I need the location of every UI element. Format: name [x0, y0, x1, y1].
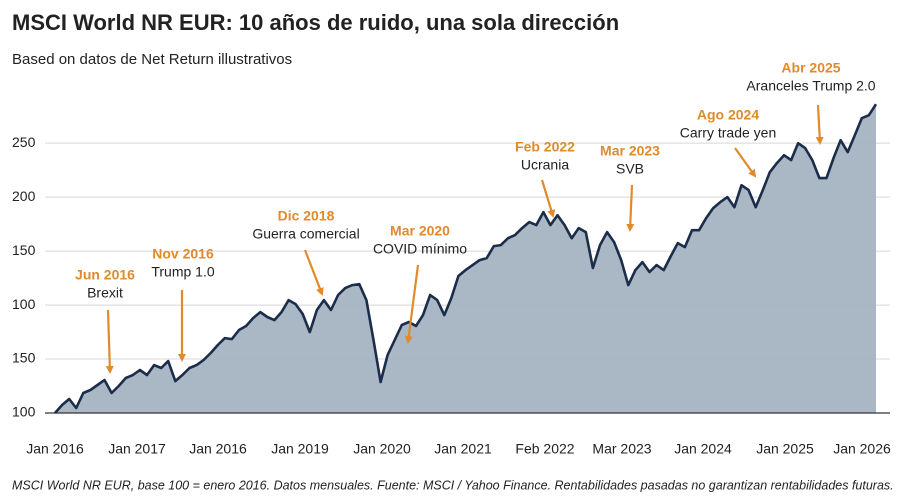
annotation-arrow	[105, 309, 114, 374]
x-tick-label: Jan 2016	[189, 441, 247, 457]
footnote: MSCI World NR EUR, base 100 = enero 2016…	[12, 478, 894, 492]
y-tick-label: 100	[12, 404, 36, 420]
y-tick-label: 200	[12, 188, 36, 204]
x-tick-label: Jan 2026	[833, 441, 891, 457]
line	[54, 103, 878, 414]
annotation-date: Mar 2020	[390, 223, 450, 239]
x-tick-label: Jan 2017	[108, 441, 166, 457]
annotation-arrow	[626, 184, 635, 232]
annotation-date: Nov 2016	[152, 246, 214, 262]
annotation-text: COVID mínimo	[373, 241, 467, 257]
annotation-date: Mar 2023	[600, 143, 660, 159]
annotation-text: SVB	[616, 161, 644, 177]
annotation-date: Ago 2024	[697, 107, 759, 123]
annotation-arrow	[303, 249, 324, 296]
annotation-date: Feb 2022	[515, 139, 575, 155]
annotation-date: Jun 2016	[75, 267, 135, 283]
x-tick-label: Feb 2022	[515, 441, 574, 457]
annotation-text: Ucrania	[521, 157, 569, 173]
annotation-arrow	[404, 264, 420, 344]
annotation-arrow	[815, 104, 824, 145]
annotation-date: Dic 2018	[278, 208, 335, 224]
y-tick-label: 100	[12, 296, 36, 312]
area	[55, 104, 876, 413]
annotation-text: Brexit	[87, 285, 123, 301]
x-tick-label: Jan 2025	[756, 441, 814, 457]
x-tick-label: Jan 2021	[434, 441, 492, 457]
annotation-arrow	[734, 147, 757, 178]
x-tick-label: Jan 2019	[271, 441, 329, 457]
x-tick-label: Jan 2020	[353, 441, 411, 457]
y-tick-label: 250	[12, 134, 36, 150]
annotation-text: Guerra comercial	[252, 226, 359, 242]
y-tick-label: 150	[12, 350, 36, 366]
annotation-text: Trump 1.0	[151, 264, 214, 280]
chart-title: MSCI World NR EUR: 10 años de ruido, una…	[12, 10, 619, 35]
chart-subtitle: Based on datos de Net Return illustrativ…	[12, 51, 292, 68]
annotation-text: Carry trade yen	[680, 125, 776, 141]
annotation-text: Aranceles Trump 2.0	[746, 78, 875, 94]
x-tick-label: Jan 2024	[674, 441, 732, 457]
annotation-arrow	[540, 179, 556, 218]
y-tick-label: 150	[12, 242, 36, 258]
x-tick-label: Mar 2023	[592, 441, 651, 457]
x-tick-label: Jan 2016	[26, 441, 84, 457]
annotation-date: Abr 2025	[781, 60, 840, 76]
